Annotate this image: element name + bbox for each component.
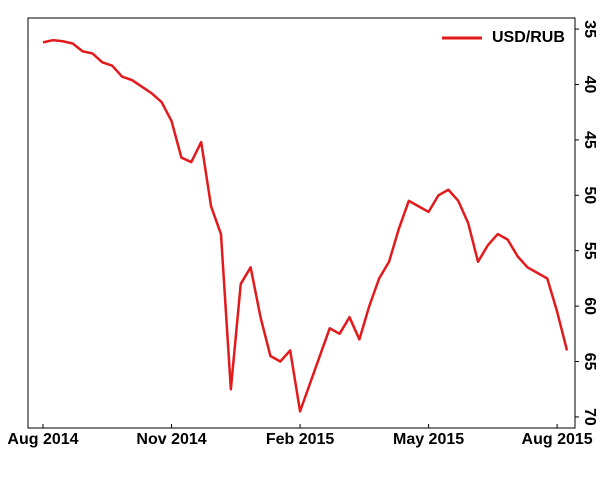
y-tick-label: 55 [581,242,598,260]
x-tick-label: Aug 2015 [522,431,593,448]
data-line [42,38,569,413]
y-tick-label: 60 [581,297,598,315]
y-tick-label: 45 [581,131,598,149]
y-tick-label: 65 [581,353,598,371]
x-tick-label: Feb 2015 [266,431,335,448]
x-tick-label: May 2015 [393,431,464,448]
x-tick-label: Aug 2014 [7,431,78,448]
y-tick-label: 35 [581,20,598,38]
x-tick-label: Nov 2014 [136,431,206,448]
legend-label: USD/RUB [492,29,565,46]
y-tick-label: 70 [581,408,598,426]
plot-frame [27,17,576,429]
y-tick-label: 40 [581,76,598,94]
y-tick-label: 50 [581,186,598,204]
